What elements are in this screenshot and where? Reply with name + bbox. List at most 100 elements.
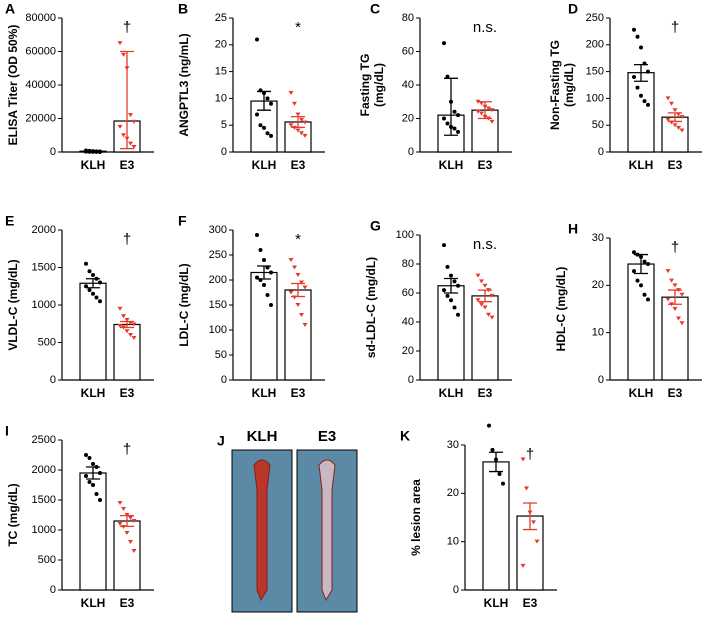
y-tick-label: 20 xyxy=(402,345,414,357)
y-tick-label: 1000 xyxy=(32,299,56,311)
data-point xyxy=(665,269,671,274)
error-bar xyxy=(489,451,503,473)
error-bar xyxy=(86,150,100,153)
panel-letter: F xyxy=(178,213,187,229)
data-point xyxy=(531,520,536,525)
error-bar xyxy=(668,112,682,123)
data-point xyxy=(639,93,643,98)
data-point xyxy=(479,279,484,284)
data-point xyxy=(128,333,133,337)
panel-letter: H xyxy=(568,221,578,237)
y-tick-label: 0 xyxy=(598,146,604,158)
annotation: † xyxy=(526,446,534,463)
x-tick-label: KLH xyxy=(252,386,277,400)
x-tick-label: E3 xyxy=(668,386,683,400)
data-point xyxy=(121,507,126,511)
data-point xyxy=(128,113,133,118)
data-point xyxy=(87,480,92,484)
data-point xyxy=(456,113,460,118)
data-point xyxy=(269,303,273,307)
data-point xyxy=(646,297,650,302)
data-point xyxy=(288,290,294,295)
data-point xyxy=(486,106,491,111)
data-point xyxy=(672,123,678,128)
x-tick-label: E3 xyxy=(668,158,683,172)
data-point xyxy=(479,111,484,116)
y-axis-label: (mg/dL) xyxy=(562,63,576,107)
panel-letter: G xyxy=(370,218,381,234)
error-bar xyxy=(86,466,100,480)
y-tick-label: 0 xyxy=(408,146,414,158)
data-point xyxy=(534,539,540,544)
y-tick-label: 500 xyxy=(38,336,56,348)
y-tick-label: 20 xyxy=(215,39,227,51)
y-tick-label: 0 xyxy=(453,584,459,596)
annotation: * xyxy=(295,19,301,36)
data-point xyxy=(632,269,636,274)
y-tick-label: 10 xyxy=(592,327,604,339)
data-point xyxy=(672,283,678,288)
data-point xyxy=(117,41,123,46)
data-point xyxy=(262,258,266,262)
data-point xyxy=(475,273,481,278)
y-tick-label: 50 xyxy=(592,119,604,131)
data-point xyxy=(635,278,640,283)
error-bar xyxy=(120,514,134,528)
data-point xyxy=(489,119,495,124)
data-point xyxy=(117,124,123,129)
y-tick-label: 2500 xyxy=(32,434,56,446)
bar xyxy=(250,271,278,381)
x-tick-label: E3 xyxy=(478,158,493,172)
x-tick-label: KLH xyxy=(439,386,464,400)
aorta xyxy=(318,459,336,602)
y-tick-label: 80 xyxy=(402,258,414,270)
data-point xyxy=(452,279,457,284)
y-tick-label: 150 xyxy=(586,66,604,78)
data-point xyxy=(124,318,130,322)
data-point xyxy=(679,321,685,326)
annotation: † xyxy=(671,239,679,256)
x-tick-label: KLH xyxy=(629,386,654,400)
bar xyxy=(471,295,499,381)
data-point xyxy=(295,273,301,277)
y-axis-label: LDL-C (mg/dL) xyxy=(177,263,191,346)
data-point xyxy=(258,248,263,252)
data-point xyxy=(486,312,491,317)
data-point xyxy=(479,101,484,106)
y-tick-label: 2000 xyxy=(32,464,56,476)
y-tick-label: 20 xyxy=(402,112,414,124)
data-point xyxy=(482,283,488,288)
data-point xyxy=(642,259,647,264)
data-point xyxy=(442,288,446,293)
y-tick-label: 1000 xyxy=(32,524,56,536)
data-point xyxy=(117,501,123,505)
data-point xyxy=(302,285,308,290)
y-tick-label: 30 xyxy=(592,232,604,244)
data-point xyxy=(128,516,133,520)
panel-letter: C xyxy=(370,1,380,17)
data-point xyxy=(642,292,647,297)
y-tick-label: 40 xyxy=(402,316,414,328)
data-point xyxy=(124,531,130,535)
data-point xyxy=(452,305,457,310)
bar xyxy=(482,461,510,591)
x-tick-label: E3 xyxy=(291,386,306,400)
y-tick-label: 100 xyxy=(586,92,604,104)
data-point xyxy=(632,74,636,79)
data-point xyxy=(131,549,137,553)
data-point xyxy=(646,262,650,267)
data-point xyxy=(131,119,137,124)
y-tick-label: 20000 xyxy=(25,112,56,124)
data-point xyxy=(295,303,301,307)
data-point xyxy=(269,270,273,275)
x-tick-label: E3 xyxy=(120,596,135,610)
data-point xyxy=(646,102,650,107)
data-point xyxy=(94,295,99,300)
data-point xyxy=(639,45,643,50)
error-bar xyxy=(291,282,305,298)
y-tick-label: 80000 xyxy=(25,12,56,24)
data-point xyxy=(639,283,643,288)
data-point xyxy=(646,69,650,74)
x-tick-label: KLH xyxy=(484,596,509,610)
